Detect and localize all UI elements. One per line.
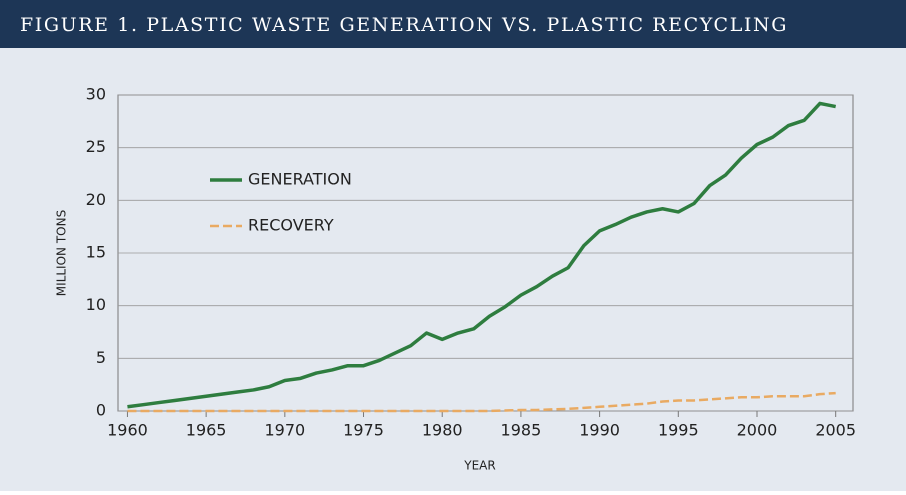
x-tick-label: 2000 (737, 421, 778, 440)
x-tick-label: 1985 (501, 421, 542, 440)
y-tick-label: 25 (86, 137, 106, 156)
y-tick-label: 0 (96, 401, 106, 420)
chart-title: FIGURE 1. PLASTIC WASTE GENERATION VS. P… (20, 14, 788, 36)
x-tick-label: 1965 (186, 421, 227, 440)
y-axis-label: MILLION TONS (55, 210, 69, 296)
x-tick-label: 1995 (658, 421, 699, 440)
y-tick-label: 15 (86, 243, 106, 262)
legend-label: RECOVERY (248, 216, 334, 235)
x-tick-label: 1970 (264, 421, 305, 440)
y-tick-label: 30 (86, 85, 106, 104)
y-tick-label: 20 (86, 190, 106, 209)
y-tick-label: 10 (86, 295, 106, 314)
series-line (127, 101, 837, 409)
x-tick-label: 2005 (815, 421, 856, 440)
x-axis-label: YEAR (463, 459, 495, 473)
x-tick-label: 1990 (579, 421, 620, 440)
x-tick-label: 1980 (422, 421, 463, 440)
header-bar (0, 0, 906, 48)
x-tick-label: 1960 (107, 421, 148, 440)
x-tick-label: 1975 (343, 421, 384, 440)
y-tick-label: 5 (96, 348, 106, 367)
series-line (127, 391, 836, 413)
legend-label: GENERATION (248, 170, 352, 189)
